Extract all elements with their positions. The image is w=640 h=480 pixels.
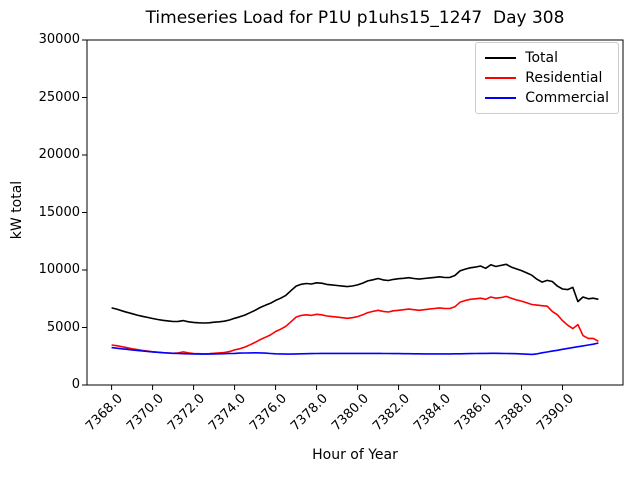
legend-label-commercial: Commercial — [525, 90, 609, 106]
series-line-residential — [111, 295, 599, 355]
y-tick-label: 30000 — [38, 32, 80, 47]
y-tick-label: 10000 — [38, 262, 80, 277]
y-tick-label: 0 — [71, 377, 80, 392]
x-axis-label: Hour of Year — [312, 447, 398, 463]
y-tick-label: 20000 — [38, 147, 80, 162]
legend-entry-residential: Residential — [485, 68, 609, 88]
legend-label-total: Total — [525, 50, 558, 66]
legend-entry-total: Total — [485, 48, 609, 68]
series-line-total — [111, 263, 599, 324]
y-tick-label: 25000 — [38, 89, 80, 105]
legend-label-residential: Residential — [525, 70, 603, 86]
legend-box: Total Residential Commercial — [475, 42, 619, 114]
series-line-commercial — [111, 342, 599, 356]
legend-entry-commercial: Commercial — [485, 88, 609, 108]
y-tick-label: 15000 — [38, 204, 80, 220]
total-line-swatch — [485, 57, 517, 59]
commercial-line-swatch — [485, 97, 517, 99]
y-tick-label: 5000 — [46, 319, 80, 335]
chart-title: Timeseries Load for P1U p1uhs15_1247 Day… — [145, 8, 565, 28]
residential-line-swatch — [485, 77, 517, 79]
